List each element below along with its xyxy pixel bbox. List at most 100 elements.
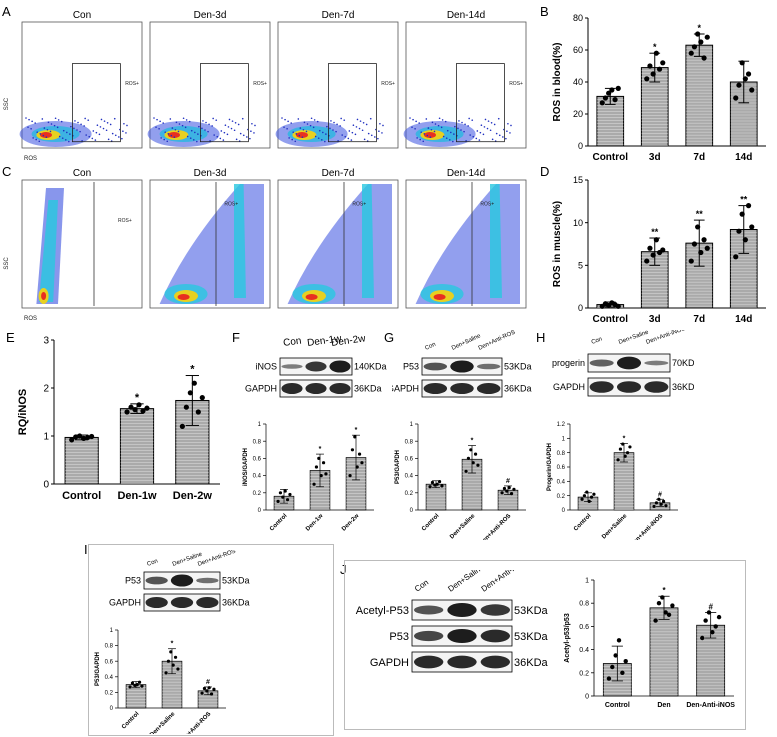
flow-plot-svg: ROS+ SSC ROS [4,179,143,322]
significance-mark: * [471,438,474,445]
data-point [205,689,209,693]
data-point [276,499,280,503]
y-tick-label: 0.2 [557,494,566,500]
flow-plot-3: Den-7d ROS+ [275,10,399,149]
data-point [623,454,627,458]
category-label: 14d [735,152,752,163]
blot-band [305,383,327,394]
category-label: Den+Anti-iNOS [630,513,665,540]
bar [119,408,155,485]
data-point [466,456,471,460]
category-label: Control [269,513,289,533]
y-tick-label: 0.6 [557,465,566,471]
data-point [348,474,352,478]
data-point [128,404,134,410]
blot-band [616,381,642,393]
blot-band [305,361,327,372]
data-point [610,664,615,670]
blot-band [589,381,614,393]
data-point [283,489,287,493]
data-point [615,303,621,309]
category-label: Control [592,314,628,325]
category-label: Den-2w [341,513,361,533]
data-point [89,433,95,440]
y-tick-label: 1.2 [557,422,566,428]
data-point [650,71,656,77]
data-point [606,676,612,681]
band-kda: 36KDa [672,382,694,392]
y-tick-label: 0.2 [253,491,262,497]
blot-band [414,630,444,642]
category-label: Den-Anti-iNOS [686,702,735,709]
blot-band [329,360,351,373]
panel-letter-d: D [540,164,550,179]
y-tick-label: 0 [578,303,583,313]
gate-label: ROS+ [352,202,366,208]
data-point [647,245,653,251]
significance-mark: ** [740,195,748,205]
blot-band [447,629,477,643]
data-point [660,60,666,66]
data-point [476,463,480,467]
flow-plot-title: Den-3d [193,10,227,21]
panel-letter-e: E [6,330,15,345]
y-tick-label: 1 [258,422,262,428]
band-name: progerin [552,358,585,368]
data-point [621,442,625,446]
blot-band [644,381,669,393]
flow-plot-1: Con ROS+ SSC ROS [4,168,143,322]
lane-label: Con [146,558,158,567]
band-name: GAPDH [109,598,141,608]
flow-plot-4: Den-14d ROS+ [405,168,527,309]
y-tick-label: 0.6 [405,457,414,463]
blot-band [196,577,219,584]
data-point [285,498,290,502]
data-point [650,252,656,258]
blot-band [476,363,501,370]
blot-band [480,604,510,616]
y-tick-label: 0 [43,480,49,491]
data-point [140,408,146,414]
y-tick-label: 3 [43,336,49,347]
blot-band [480,655,510,669]
y-tick-label: 2 [43,384,49,395]
category-label: 3d [649,314,661,325]
data-point [589,495,594,499]
data-point [704,34,710,40]
band-kda: 53KDa [514,605,549,617]
y-tick-label: 0.8 [253,439,262,445]
data-point [136,402,142,408]
data-point [321,461,326,465]
data-point [628,445,632,449]
flow-plot-svg: ROS+ [405,179,527,309]
flow-plot-title: Con [72,10,92,21]
data-point [360,461,364,465]
band-name: GAPDH [370,657,409,669]
data-point [430,480,435,485]
data-point [130,681,135,685]
blot-band [170,597,194,608]
gate-label: ROS+ [118,218,132,224]
data-point [187,390,193,396]
data-point [695,224,701,230]
data-point [207,686,211,690]
panel-letter-b: B [540,4,549,19]
band-kda: 36KDa [222,598,250,608]
data-point [659,502,663,506]
category-label: Control [62,490,101,502]
data-point [613,653,618,658]
data-point [502,486,507,491]
x-axis-label: ROS [24,156,37,162]
data-point [69,437,75,443]
lane-label: Con [424,342,437,352]
flow-plot-2: Den-3d ROS+ [149,168,271,309]
data-point [199,395,205,401]
y-tick-label: 0.4 [579,647,589,654]
data-point [713,624,718,629]
y-tick-label: 0 [110,706,114,712]
blot-band [145,597,168,608]
category-label: Den-2w [173,490,213,502]
